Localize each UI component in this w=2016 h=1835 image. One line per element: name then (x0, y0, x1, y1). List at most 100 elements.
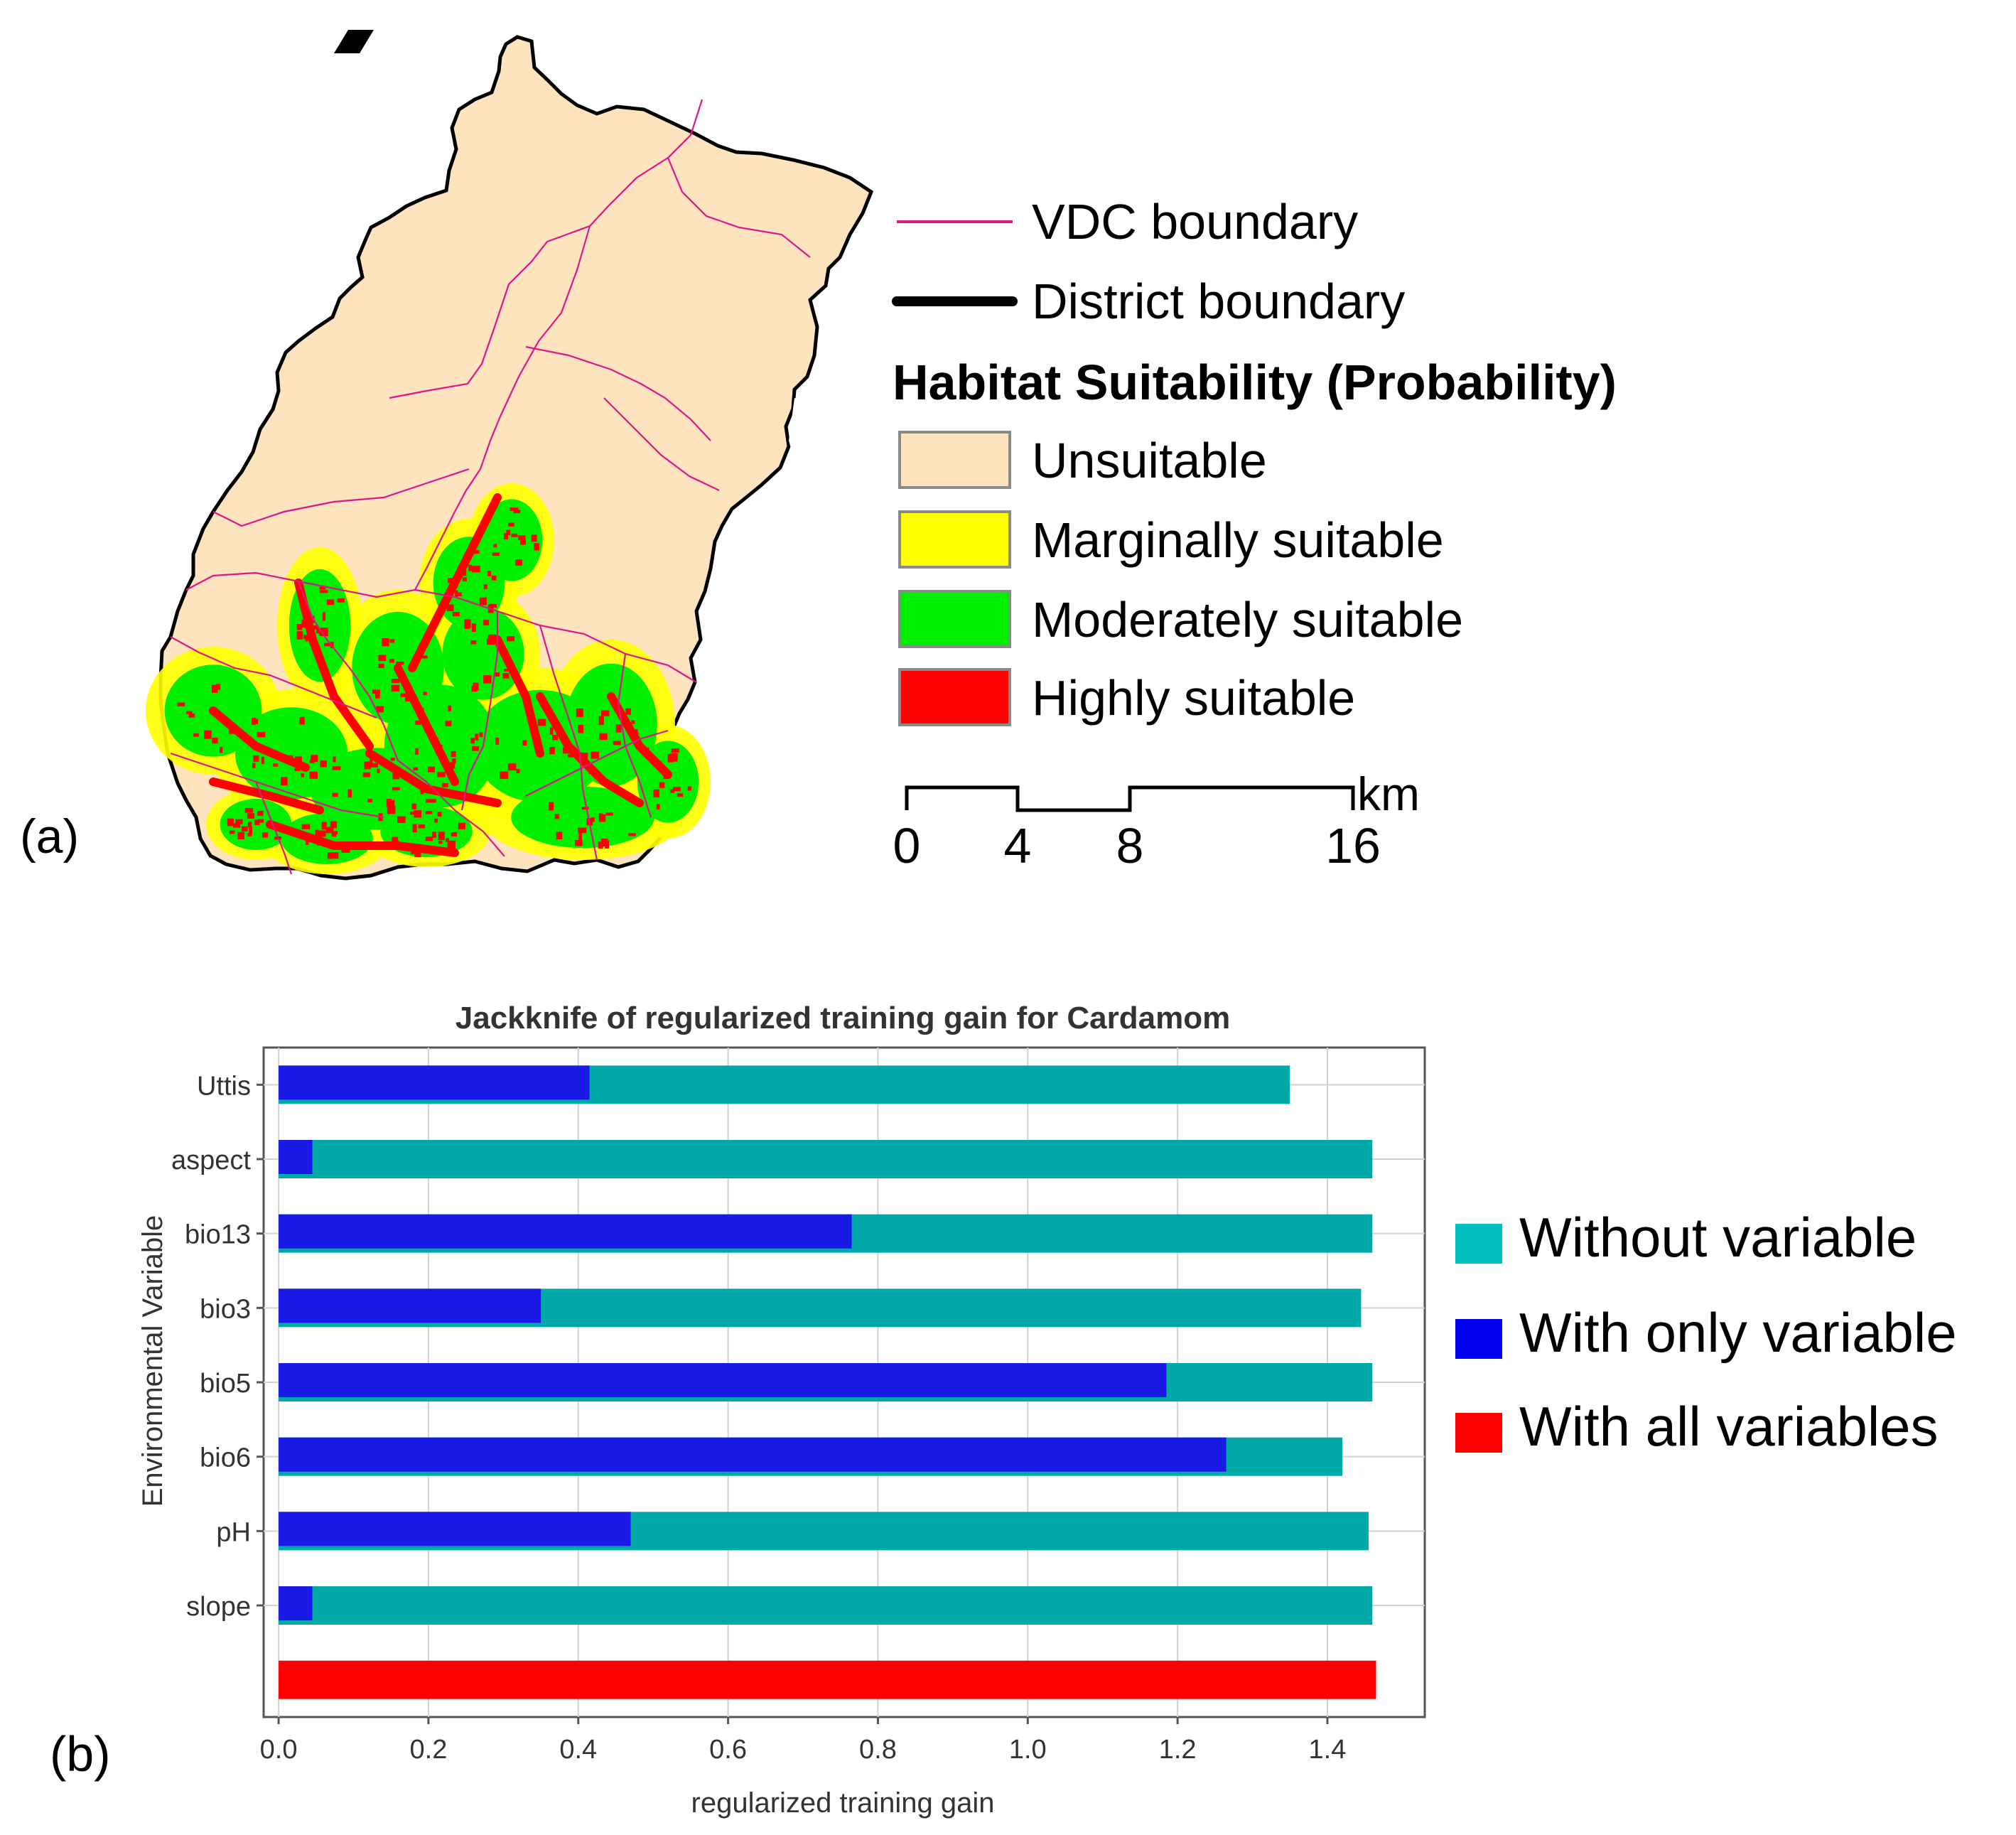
high-suitability-pixel (473, 682, 479, 691)
high-suitability-pixel (389, 659, 394, 663)
high-suitability-pixel (257, 732, 266, 738)
high-suitability-pixel (392, 836, 399, 843)
high-suitability-pixel (177, 702, 185, 706)
high-suitability-strand (408, 493, 502, 672)
x-tick-label: 1.4 (1309, 1735, 1347, 1765)
high-suitability-pixel (367, 799, 373, 802)
x-tick-label: 1.2 (1159, 1735, 1197, 1765)
high-suitability-pixel (294, 768, 301, 771)
high-suitability-pixel (437, 772, 446, 777)
high-suitability-pixel (510, 507, 519, 511)
legend-label-all: With all variables (1519, 1395, 1939, 1458)
high-suitability-pixel (392, 679, 400, 683)
chart-x-ticks: 0.0 0.2 0.4 0.6 0.8 1.0 1.2 1.4 (260, 1717, 1347, 1765)
high-suitability-pixel (452, 612, 460, 617)
high-suitability-pixel (252, 719, 259, 724)
high-suitability-pixel (229, 726, 235, 734)
high-suitability-pixel (450, 762, 456, 769)
high-suitability-pixel (658, 761, 662, 765)
high-suitability-pixel (254, 819, 260, 825)
high-suitability-pixel (316, 830, 325, 836)
high-suitability-pixel (552, 734, 558, 741)
high-suitability-pixel (377, 768, 380, 773)
high-suitability-pixel (635, 736, 640, 742)
moderate-patch (480, 499, 543, 581)
high-suitability-pixel (438, 832, 445, 841)
high-suitability-pixel (420, 789, 424, 795)
high-suitability-pixel (296, 624, 303, 630)
high-suitability-pixel (320, 590, 328, 593)
legend-label-unsuitable: Unsuitable (1032, 433, 1267, 488)
high-suitability-pixel (333, 756, 336, 763)
high-suitability-pixel (578, 724, 584, 733)
high-suitability-pixel (631, 720, 635, 724)
high-suitability-pixel (320, 760, 327, 768)
high-suitability-pixel (549, 747, 555, 755)
high-suitability-pixel (423, 692, 427, 696)
panel-b-label: (b) (50, 1726, 111, 1782)
high-suitability-pixel (508, 522, 514, 527)
high-suitability-pixel (375, 689, 380, 699)
y-axis-label: Environmental Variable (137, 1215, 168, 1507)
high-suitability-pixel (502, 673, 510, 679)
high-suitability-pixel (301, 619, 306, 628)
chart-legend: Without variable With only variable With… (1455, 1206, 1957, 1458)
north-mark (334, 30, 374, 53)
y-tick-label: bio3 (200, 1294, 251, 1324)
high-suitability-pixel (673, 787, 681, 792)
high-suitability-pixel (390, 758, 395, 761)
high-suitability-pixel (426, 799, 430, 803)
high-suitability-pixel (186, 711, 193, 714)
high-suitability-pixel (414, 850, 421, 858)
high-suitability-pixel (414, 844, 421, 850)
high-suitability-pixel (516, 768, 520, 774)
vdc-boundaries (170, 99, 811, 875)
high-suitability-pixel (628, 833, 636, 836)
high-suitability-pixel (598, 717, 604, 726)
high-suitability-pixel (341, 846, 350, 853)
high-suitability-pixel (479, 597, 487, 606)
high-suitability-pixel (411, 803, 417, 809)
high-suitability-pixel (670, 753, 678, 762)
high-suitability-pixel (588, 767, 595, 774)
high-suitability-pixel (364, 761, 371, 770)
high-suitability-pixel (425, 836, 433, 841)
high-suitability-pixel (472, 746, 480, 751)
high-suitability-pixel (598, 841, 603, 849)
x-tick-label: 0.6 (709, 1735, 747, 1765)
high-suitability-pixel (451, 832, 458, 836)
high-suitability-pixel (600, 839, 608, 846)
high-suitability-pixel (432, 832, 436, 838)
scale-bar (905, 785, 1355, 812)
high-suitability-pixel (370, 763, 378, 768)
scale-bar-tick-4: 4 (1004, 818, 1032, 873)
moderate-patch (281, 813, 373, 864)
high-suitability-pixel (322, 612, 325, 621)
high-suitability-pixel (489, 603, 497, 608)
high-suitability-pixel (282, 828, 291, 833)
high-suitability-pixel (204, 730, 212, 739)
map-nodata-patch (789, 398, 814, 466)
high-suitability-pixel (659, 782, 665, 788)
high-suitability-pixel (397, 816, 406, 823)
high-suitability-pixel (324, 642, 332, 647)
high-suitability-pixel (390, 800, 395, 806)
high-suitability-pixel (414, 810, 421, 818)
high-suitability-pixel (534, 543, 539, 551)
high-suitability-pixel (504, 669, 509, 672)
high-suitability-pixel (261, 756, 264, 764)
y-tick-label: slope (186, 1592, 251, 1622)
y-tick-label: Uttis (197, 1071, 251, 1101)
high-suitability-pixel (253, 755, 259, 762)
high-suitability-pixel (556, 832, 563, 839)
legend-swatch-without (1455, 1224, 1502, 1264)
high-suitability-pixel (549, 727, 554, 735)
high-suitability-pixel (317, 839, 321, 846)
y-tick-label: bio5 (200, 1369, 251, 1399)
high-suitability-pixel (667, 754, 674, 763)
high-suitability-pixel (330, 852, 339, 859)
moderate-patch (565, 663, 657, 787)
bar-only-pH (279, 1512, 631, 1546)
legend-swatch-unsuitable (898, 431, 1011, 489)
high-suitability-pixel (578, 832, 582, 841)
